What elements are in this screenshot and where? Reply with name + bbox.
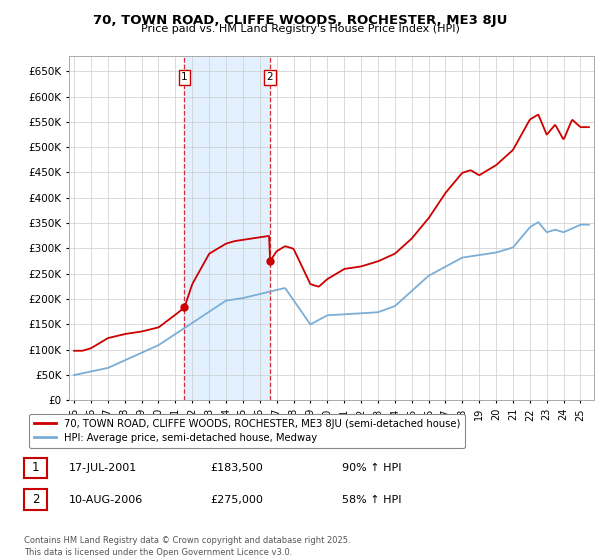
- Text: Contains HM Land Registry data © Crown copyright and database right 2025.
This d: Contains HM Land Registry data © Crown c…: [24, 536, 350, 557]
- Text: £275,000: £275,000: [210, 494, 263, 505]
- Point: [179, 303, 189, 312]
- Text: £183,500: £183,500: [210, 463, 263, 473]
- Point: [265, 256, 275, 265]
- Text: 10-AUG-2006: 10-AUG-2006: [69, 494, 143, 505]
- Text: 1: 1: [181, 72, 188, 82]
- Text: 70, TOWN ROAD, CLIFFE WOODS, ROCHESTER, ME3 8JU: 70, TOWN ROAD, CLIFFE WOODS, ROCHESTER, …: [93, 14, 507, 27]
- Text: 58% ↑ HPI: 58% ↑ HPI: [342, 494, 401, 505]
- Text: 2: 2: [267, 72, 274, 82]
- Text: 17-JUL-2001: 17-JUL-2001: [69, 463, 137, 473]
- Legend: 70, TOWN ROAD, CLIFFE WOODS, ROCHESTER, ME3 8JU (semi-detached house), HPI: Aver: 70, TOWN ROAD, CLIFFE WOODS, ROCHESTER, …: [29, 414, 466, 448]
- Bar: [184, 56, 270, 400]
- Text: 90% ↑ HPI: 90% ↑ HPI: [342, 463, 401, 473]
- Text: 2: 2: [32, 493, 39, 506]
- Text: 1: 1: [32, 461, 39, 474]
- Text: Price paid vs. HM Land Registry's House Price Index (HPI): Price paid vs. HM Land Registry's House …: [140, 24, 460, 34]
